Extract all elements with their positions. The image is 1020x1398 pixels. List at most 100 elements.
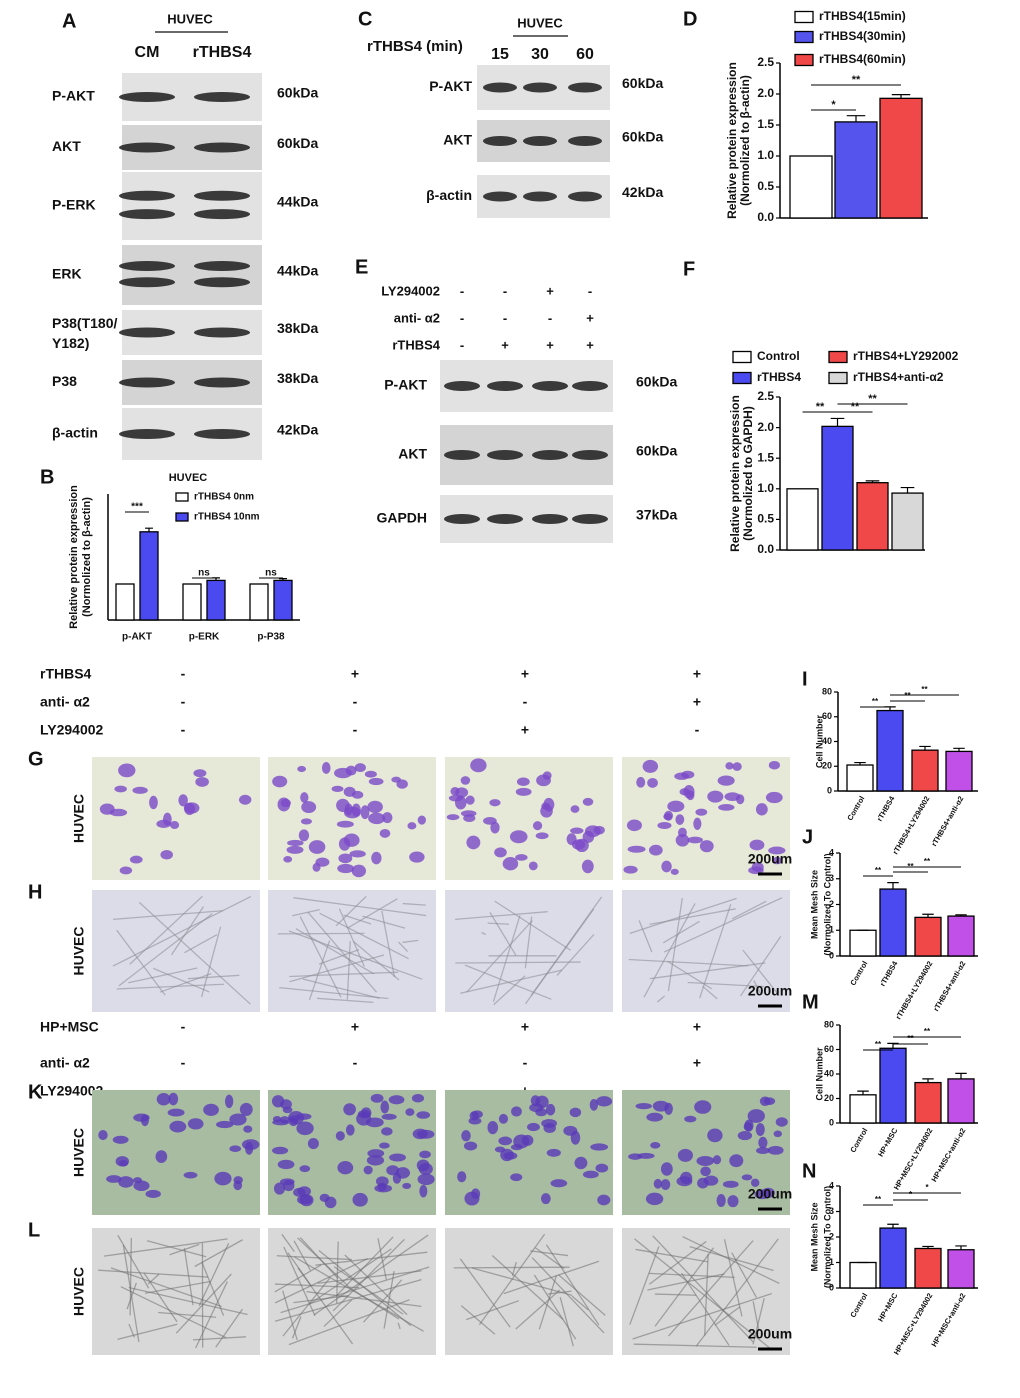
significance-label: **: [875, 1195, 882, 1204]
cell-blob: [344, 834, 360, 847]
cell-blob: [214, 1172, 231, 1186]
size-label: 42kDa: [622, 184, 663, 200]
micrograph: [445, 1228, 613, 1355]
cell-blob: [495, 1146, 505, 1152]
cell-blob: [378, 1183, 387, 1191]
size-label: 60kDa: [636, 374, 677, 390]
blot-strip: [122, 245, 262, 305]
cell-blob: [503, 1152, 517, 1160]
x-tick-label: rTHBS4+LY294002: [894, 959, 935, 1020]
cell-blob: [627, 820, 642, 832]
cell-blob: [766, 792, 783, 803]
cell-blob: [732, 762, 741, 771]
cell-blob: [503, 857, 519, 870]
cell-blob: [671, 869, 679, 875]
cell-blob: [727, 1195, 738, 1207]
blot-band: [523, 136, 557, 146]
condition-label: anti- α2: [394, 310, 440, 325]
cell-blob: [156, 820, 171, 828]
row-label: P-ERK: [52, 197, 96, 213]
row-label: HUVEC: [71, 794, 87, 843]
bar: [880, 98, 922, 218]
cell-blob: [240, 1103, 253, 1116]
cell-blob: [707, 1128, 722, 1142]
cell-blob: [541, 1193, 551, 1204]
cell-blob: [278, 1160, 295, 1169]
blot-band: [194, 209, 250, 219]
row-label-box: P38(T180/Y182): [52, 313, 120, 357]
legend-label: Control: [757, 349, 800, 363]
cell-blob: [676, 834, 690, 847]
x-tick-label: p-ERK: [189, 632, 220, 643]
cell-blob: [678, 1149, 693, 1162]
blot-band: [119, 143, 175, 153]
cell-blob: [132, 787, 147, 794]
cell-blob: [468, 1117, 481, 1124]
row-label: HUVEC: [71, 1128, 87, 1177]
cell-blob: [466, 836, 480, 850]
cell-blob: [382, 812, 392, 823]
legend-label: rTHBS4(15min): [819, 9, 906, 23]
condition-label: rTHBS4: [392, 337, 440, 352]
cell-blob: [315, 858, 329, 867]
blot-band: [568, 192, 602, 202]
cell-blob: [729, 1154, 743, 1167]
cell-blob: [272, 1147, 288, 1155]
y-tick-label: 20: [824, 1093, 834, 1103]
cell-blob: [661, 1179, 671, 1190]
x-tick-label: HP+MSC+anti-α2: [929, 1126, 967, 1183]
x-tick-label: Control: [848, 1126, 869, 1154]
y-tick-label: 2.5: [757, 55, 774, 69]
cell-blob: [337, 864, 354, 873]
bar: [116, 584, 134, 620]
blot-band: [487, 450, 523, 460]
panel-letter: K: [28, 1081, 43, 1103]
condition-mark: +: [693, 1019, 701, 1035]
cell-blob: [193, 769, 206, 777]
cell-blob: [511, 1144, 523, 1150]
row-label: P-AKT: [429, 78, 472, 94]
cell-blob: [510, 830, 528, 843]
panel-letter: H: [28, 881, 42, 903]
y-tick-label: 1.0: [757, 481, 774, 495]
condition-mark: -: [181, 1055, 186, 1071]
x-tick-label: p-AKT: [122, 632, 152, 643]
y-tick-label: 0.5: [757, 179, 774, 193]
y-tick-label: 2.5: [757, 389, 774, 403]
cell-blob: [369, 778, 384, 785]
cell-blob: [188, 1118, 204, 1129]
cell-blob: [646, 1193, 663, 1205]
cell-blob: [447, 814, 460, 820]
cell-blob: [184, 1172, 198, 1179]
cell-blob: [278, 798, 291, 812]
blot-band: [568, 136, 602, 146]
size-label: 60kDa: [277, 85, 318, 101]
x-tick-label: HP+MSC+anti-α2: [929, 1291, 967, 1348]
cell-blob: [723, 1181, 739, 1188]
blot-band: [119, 261, 175, 271]
cell-blob: [597, 1195, 610, 1206]
y-axis-label: Cell Number: [814, 714, 824, 768]
y-axis-label: Relative protein expression: [68, 485, 80, 629]
bar: [274, 580, 292, 620]
cell-blob: [636, 777, 645, 788]
cell-blob: [322, 762, 331, 774]
cell-blob: [106, 1175, 121, 1183]
cell-blob: [529, 862, 538, 871]
cell-blob: [225, 1095, 233, 1108]
cell-blob: [768, 1146, 784, 1155]
y-tick-label: 0.0: [757, 542, 774, 556]
bar: [183, 584, 201, 620]
cell-blob: [405, 1108, 414, 1116]
y-tick-label: 0.0: [757, 210, 774, 224]
scale-label: 200um: [748, 983, 792, 999]
cell-blob: [145, 1190, 160, 1198]
cell-blob: [700, 840, 714, 852]
blot-band: [194, 191, 250, 201]
y-tick-label: 2.0: [757, 420, 774, 434]
bar: [207, 580, 225, 620]
condition-mark: -: [353, 694, 358, 710]
cell-blob: [684, 1116, 696, 1123]
